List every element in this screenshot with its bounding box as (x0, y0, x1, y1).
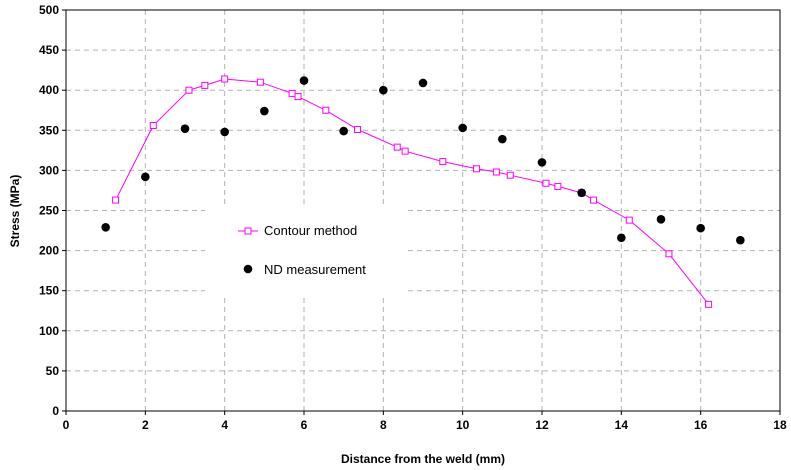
x-tick-label: 2 (142, 418, 149, 432)
legend-label-contour-method: Contour method (264, 223, 357, 238)
contour-method-point (492, 168, 500, 176)
contour-method-point (542, 179, 550, 187)
contour-method-point (322, 106, 330, 114)
nd-measurement-point (379, 85, 388, 95)
y-tick-label: 50 (46, 364, 60, 378)
legend-label-nd-measurement: ND measurement (264, 262, 366, 277)
contour-method-point (401, 147, 409, 155)
nd-measurement-point (180, 124, 190, 133)
nd-measurement-point (220, 127, 229, 137)
contour-method-point (439, 158, 447, 166)
nd-measurement-point (339, 126, 348, 136)
x-tick-label: 0 (63, 418, 70, 432)
nd-measurement-point (656, 215, 666, 224)
contour-method-point (354, 125, 362, 133)
contour-method-point (112, 196, 120, 204)
nd-measurement-point (617, 233, 626, 243)
x-tick-label: 12 (535, 418, 549, 432)
y-tick-label: 450 (39, 43, 59, 57)
contour-method-point (506, 171, 514, 179)
nd-measurement-series (101, 76, 745, 245)
y-tick-label: 250 (39, 204, 59, 218)
nd-measurement-point (101, 223, 110, 232)
x-tick-label: 18 (773, 418, 787, 432)
y-tick-label: 400 (39, 83, 59, 97)
nd-measurement-point (141, 172, 150, 182)
nd-measurement-point (577, 188, 586, 198)
nd-measurement-point (299, 76, 309, 85)
legend: Contour method ND measurement (205, 205, 405, 295)
x-axis-ticks: 0 2 4 6 8 10 12 14 16 18 (63, 411, 787, 432)
nd-measurement-point (736, 235, 745, 245)
x-tick-label: 4 (221, 418, 228, 432)
y-tick-label: 200 (39, 244, 59, 258)
contour-method-point (294, 93, 302, 101)
contour-method-point (149, 121, 157, 129)
y-tick-label: 0 (52, 404, 59, 418)
contour-method-point (473, 165, 481, 173)
y-axis-title: Stress (MPa) (8, 175, 22, 248)
x-tick-label: 10 (456, 418, 470, 432)
nd-measurement-point (498, 134, 507, 144)
legend-background (205, 205, 405, 295)
x-tick-label: 14 (615, 418, 629, 432)
y-axis-ticks: 0 50 100 150 200 250 300 350 400 450 500 (39, 3, 66, 418)
nd-measurement-point (696, 223, 705, 233)
contour-method-point (288, 89, 296, 97)
contour-method-point (590, 196, 598, 204)
legend-item-nd-measurement: ND measurement (243, 262, 366, 277)
x-tick-label: 8 (380, 418, 387, 432)
y-tick-label: 150 (39, 284, 59, 298)
y-tick-label: 500 (39, 3, 59, 17)
nd-measurement-point (260, 106, 269, 116)
contour-method-point (221, 75, 229, 83)
contour-method-point (665, 250, 673, 258)
legend-item-contour-method: Contour method (238, 223, 357, 238)
contour-method-series (112, 75, 713, 308)
contour-method-point (554, 182, 562, 190)
contour-method-point (201, 81, 209, 89)
contour-method-point (393, 143, 401, 151)
y-tick-label: 350 (39, 123, 59, 137)
nd-measurement-point (458, 123, 467, 133)
contour-method-point (625, 216, 633, 224)
legend-square-marker (244, 227, 252, 235)
y-tick-label: 100 (39, 324, 59, 338)
contour-method-point (185, 86, 193, 94)
y-tick-label: 300 (39, 163, 59, 177)
nd-measurement-point (537, 158, 547, 167)
contour-method-point (705, 300, 713, 308)
nd-measurement-point (418, 78, 428, 88)
x-axis-title: Distance from the weld (mm) (341, 452, 505, 466)
contour-method-point (256, 78, 264, 86)
x-tick-label: 16 (694, 418, 708, 432)
x-tick-label: 6 (301, 418, 308, 432)
legend-dot-marker (243, 264, 253, 274)
